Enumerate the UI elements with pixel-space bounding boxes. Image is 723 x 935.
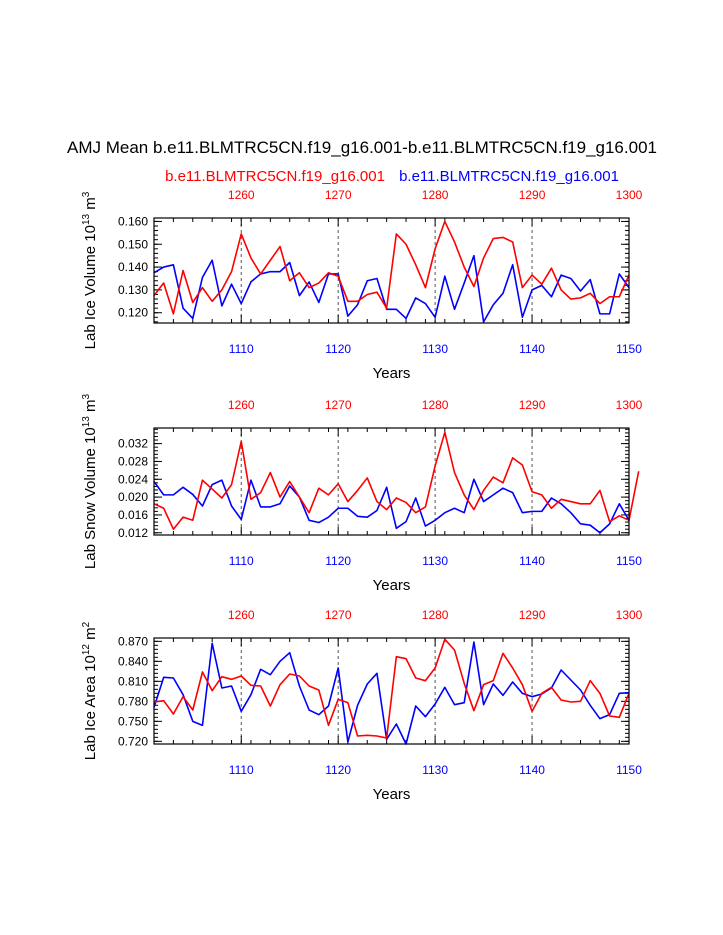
y-tick-label: 0.032	[118, 437, 148, 451]
y-tick-label: 0.810	[118, 674, 148, 688]
series-line-red	[153, 431, 640, 531]
figure-title: AMJ Mean b.e11.BLMTRC5CN.f19_g16.001-b.e…	[67, 138, 657, 157]
x-top-tick-label: 1290	[519, 188, 546, 202]
x-top-tick-label: 1280	[422, 188, 449, 202]
x-bottom-tick-label: 1130	[422, 342, 448, 356]
y-axis-label-part: m	[82, 197, 99, 214]
y-axis-label-part: Lab Snow Volume 10	[82, 427, 99, 569]
y-axis-label-exponent: 13	[81, 416, 92, 428]
x-bottom-tick-label: 1140	[519, 554, 545, 568]
chart-panel-1: 0.120 0.130 0.140 0.150 0.160 1110 1120 1130 114…	[81, 188, 643, 382]
plot-frame	[153, 637, 630, 745]
y-axis-label-exponent: 12	[81, 644, 92, 656]
x-bottom-tick-label: 1120	[325, 342, 351, 356]
y-tick-label: 0.024	[118, 472, 148, 486]
y-tick-label: 0.130	[118, 283, 148, 297]
y-tick-label: 0.020	[118, 490, 148, 504]
x-bottom-tick-label: 1150	[616, 554, 642, 568]
x-top-tick-label: 1290	[519, 398, 546, 412]
x-top-tick-label: 1260	[228, 398, 255, 412]
y-tick-label: 0.016	[118, 508, 148, 522]
x-bottom-tick-label: 1120	[325, 763, 351, 777]
y-axis-label-exponent: 13	[81, 213, 92, 225]
x-bottom-tick-label: 1130	[422, 763, 448, 777]
chart-panel-2: 0.012 0.016 0.020 0.024 0.028 0.032 1110 1120 11…	[81, 393, 643, 594]
y-tick-label: 0.840	[118, 654, 148, 668]
y-tick-label: 0.780	[118, 694, 148, 708]
legend-red-label: b.e11.BLMTRC5CN.f19_g16.001	[165, 168, 385, 185]
y-tick-label: 0.750	[118, 714, 148, 728]
y-tick-label: 0.120	[118, 306, 148, 320]
x-bottom-tick-label: 1150	[616, 342, 642, 356]
series-line-blue	[153, 478, 630, 534]
x-bottom-tick-label: 1150	[616, 763, 642, 777]
y-axis-label: Lab Ice Area 1012 m2	[81, 621, 99, 760]
y-axis-label-part: Lab Ice Area 10	[82, 655, 99, 760]
x-top-tick-label: 1300	[616, 398, 643, 412]
y-axis-label: Lab Ice Volume 1013 m3	[81, 191, 99, 349]
x-top-tick-label: 1280	[422, 608, 449, 622]
y-axis-label-exponent: 2	[81, 621, 92, 627]
y-tick-label: 0.720	[118, 734, 148, 748]
x-top-tick-label: 1270	[325, 608, 352, 622]
x-top-tick-label: 1270	[325, 188, 352, 202]
y-tick-label: 0.012	[118, 526, 148, 540]
x-top-tick-label: 1300	[616, 188, 643, 202]
chart-panel-3: 0.720 0.750 0.780 0.810 0.840 0.870 1110 1120 11…	[81, 608, 643, 803]
plot-frame	[153, 217, 630, 324]
x-bottom-tick-label: 1110	[229, 763, 254, 777]
y-tick-label: 0.870	[118, 634, 148, 648]
x-top-tick-label: 1290	[519, 608, 546, 622]
y-axis-label-part: Lab Ice Volume 10	[82, 225, 99, 349]
x-bottom-tick-label: 1110	[229, 342, 254, 356]
x-top-tick-label: 1260	[228, 608, 255, 622]
x-bottom-tick-label: 1130	[422, 554, 448, 568]
legend-blue-label: b.e11.BLMTRC5CN.f19_g16.001	[399, 168, 619, 185]
y-axis-label: Lab Snow Volume 1013 m3	[81, 393, 99, 569]
x-top-tick-label: 1270	[325, 398, 352, 412]
plot-frame	[153, 427, 630, 536]
x-top-tick-label: 1280	[422, 398, 449, 412]
chart-panels: 0.120 0.130 0.140 0.150 0.160 1110 1120 1130 114…	[81, 188, 643, 803]
x-top-tick-label: 1300	[616, 608, 643, 622]
x-bottom-tick-label: 1110	[229, 554, 254, 568]
x-top-tick-label: 1260	[228, 188, 255, 202]
series-line-red	[153, 220, 630, 315]
series-line-blue	[153, 254, 630, 323]
series-line-red	[153, 638, 630, 739]
x-axis-label: Years	[373, 786, 411, 803]
x-axis-label: Years	[373, 577, 411, 594]
x-bottom-tick-label: 1140	[519, 342, 545, 356]
y-tick-label: 0.160	[118, 214, 148, 228]
y-tick-label: 0.028	[118, 454, 148, 468]
y-tick-label: 0.150	[118, 237, 148, 251]
x-bottom-tick-label: 1140	[519, 763, 545, 777]
y-axis-label-part: m	[82, 399, 99, 416]
x-bottom-tick-label: 1120	[325, 554, 351, 568]
y-tick-label: 0.140	[118, 260, 148, 274]
y-axis-label-exponent: 3	[81, 393, 92, 399]
x-axis-label: Years	[373, 365, 411, 382]
y-axis-label-exponent: 3	[81, 191, 92, 197]
y-axis-label-part: m	[82, 627, 99, 644]
